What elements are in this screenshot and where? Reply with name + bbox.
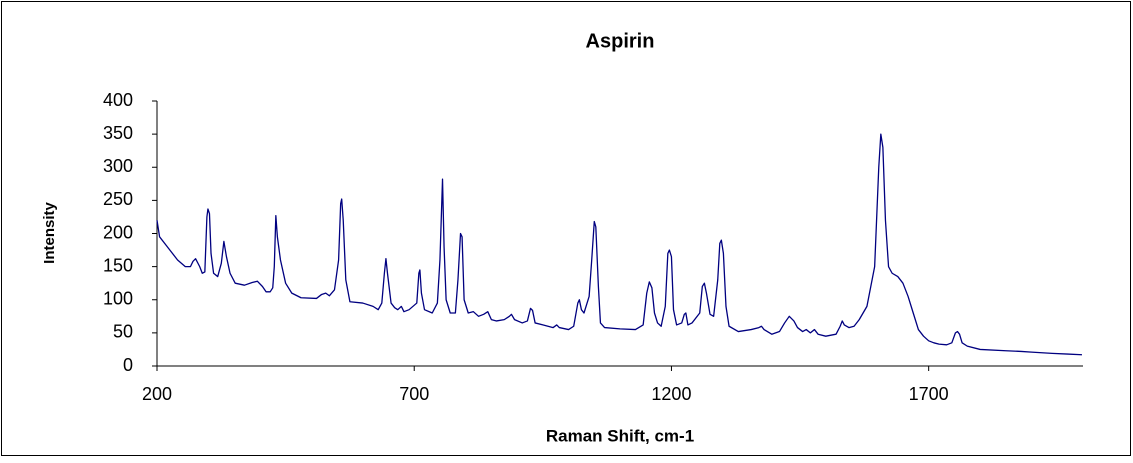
y-tick-label: 0 <box>123 355 133 375</box>
y-tick-label: 100 <box>103 289 133 309</box>
y-axis-label: Intensity <box>41 202 58 264</box>
chart-title: Aspirin <box>586 30 655 52</box>
spectrum-line <box>156 133 1083 356</box>
x-tick-label: 1700 <box>909 384 949 404</box>
y-tick-label: 200 <box>103 222 133 242</box>
x-tick-label: 700 <box>399 384 429 404</box>
y-tick-label: 300 <box>103 156 133 176</box>
y-tick-label: 250 <box>103 189 133 209</box>
y-tick-label: 150 <box>103 255 133 275</box>
x-tick-label: 1200 <box>651 384 691 404</box>
y-tick-label: 400 <box>103 90 133 110</box>
x-tick-label: 200 <box>142 384 172 404</box>
x-axis-label: Raman Shift, cm-1 <box>546 426 694 445</box>
y-tick-label: 350 <box>103 123 133 143</box>
y-tick-label: 50 <box>113 322 133 342</box>
